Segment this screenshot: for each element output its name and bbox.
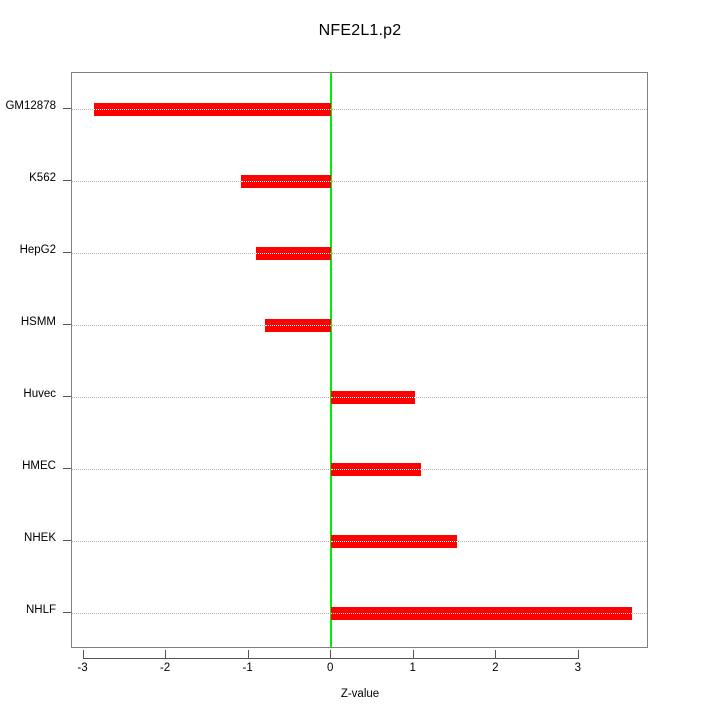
x-axis-title: Z-value: [340, 688, 380, 700]
y-axis-label-hsmm: HSMM: [20, 316, 56, 328]
x-axis-tick: [165, 650, 167, 659]
y-axis-label-huvec: Huvec: [23, 388, 56, 400]
bar-hmec: [331, 462, 422, 476]
x-axis-tick: [577, 650, 579, 659]
y-axis-label-nhek: NHEK: [24, 532, 56, 544]
bar-hepg2: [256, 246, 332, 260]
x-axis-tick-label: 2: [492, 662, 499, 674]
plot-area: [71, 72, 648, 648]
x-axis-tick: [495, 650, 497, 659]
y-axis-tick: [63, 180, 71, 181]
x-axis-tick-label: 1: [409, 662, 416, 674]
y-axis-tick: [63, 468, 71, 469]
y-axis-tick: [63, 612, 71, 613]
y-axis-label-gm12878: GM12878: [5, 100, 56, 112]
gridline: [72, 253, 647, 254]
y-axis-tick: [63, 324, 71, 325]
y-axis-label-hepg2: HepG2: [19, 244, 56, 256]
chart-title: NFE2L1.p2: [318, 22, 402, 39]
x-axis-tick-label: 3: [574, 662, 582, 674]
gridline: [72, 109, 647, 110]
x-axis-tick: [82, 650, 84, 659]
y-axis-label-k562: K562: [29, 172, 56, 184]
bar-nhlf: [331, 606, 633, 620]
x-axis-tick: [330, 650, 332, 659]
bar-nhek: [331, 534, 458, 548]
x-axis-tick: [412, 650, 414, 659]
y-axis-label-nhlf: NHLF: [25, 604, 56, 616]
y-axis-tick: [63, 108, 71, 109]
bar-hsmm: [265, 318, 332, 332]
y-axis-label-hmec: HMEC: [22, 460, 56, 472]
plot-inner: [72, 73, 647, 647]
y-axis-tick: [63, 396, 71, 397]
y-axis-tick: [63, 252, 71, 253]
x-axis-tick: [247, 650, 249, 659]
x-axis-tick-label: -1: [242, 662, 253, 674]
x-axis-line: [82, 658, 578, 659]
x-axis-tick-label: -3: [77, 662, 88, 674]
gridline: [72, 181, 647, 182]
x-axis-tick-label: 0: [326, 662, 334, 674]
bar-gm12878: [94, 102, 332, 116]
zero-reference-line: [330, 73, 333, 647]
bar-huvec: [331, 390, 416, 404]
gridline: [72, 325, 647, 326]
x-axis-tick-label: -2: [159, 662, 171, 674]
y-axis-tick: [63, 540, 71, 541]
bar-k562: [241, 174, 332, 188]
